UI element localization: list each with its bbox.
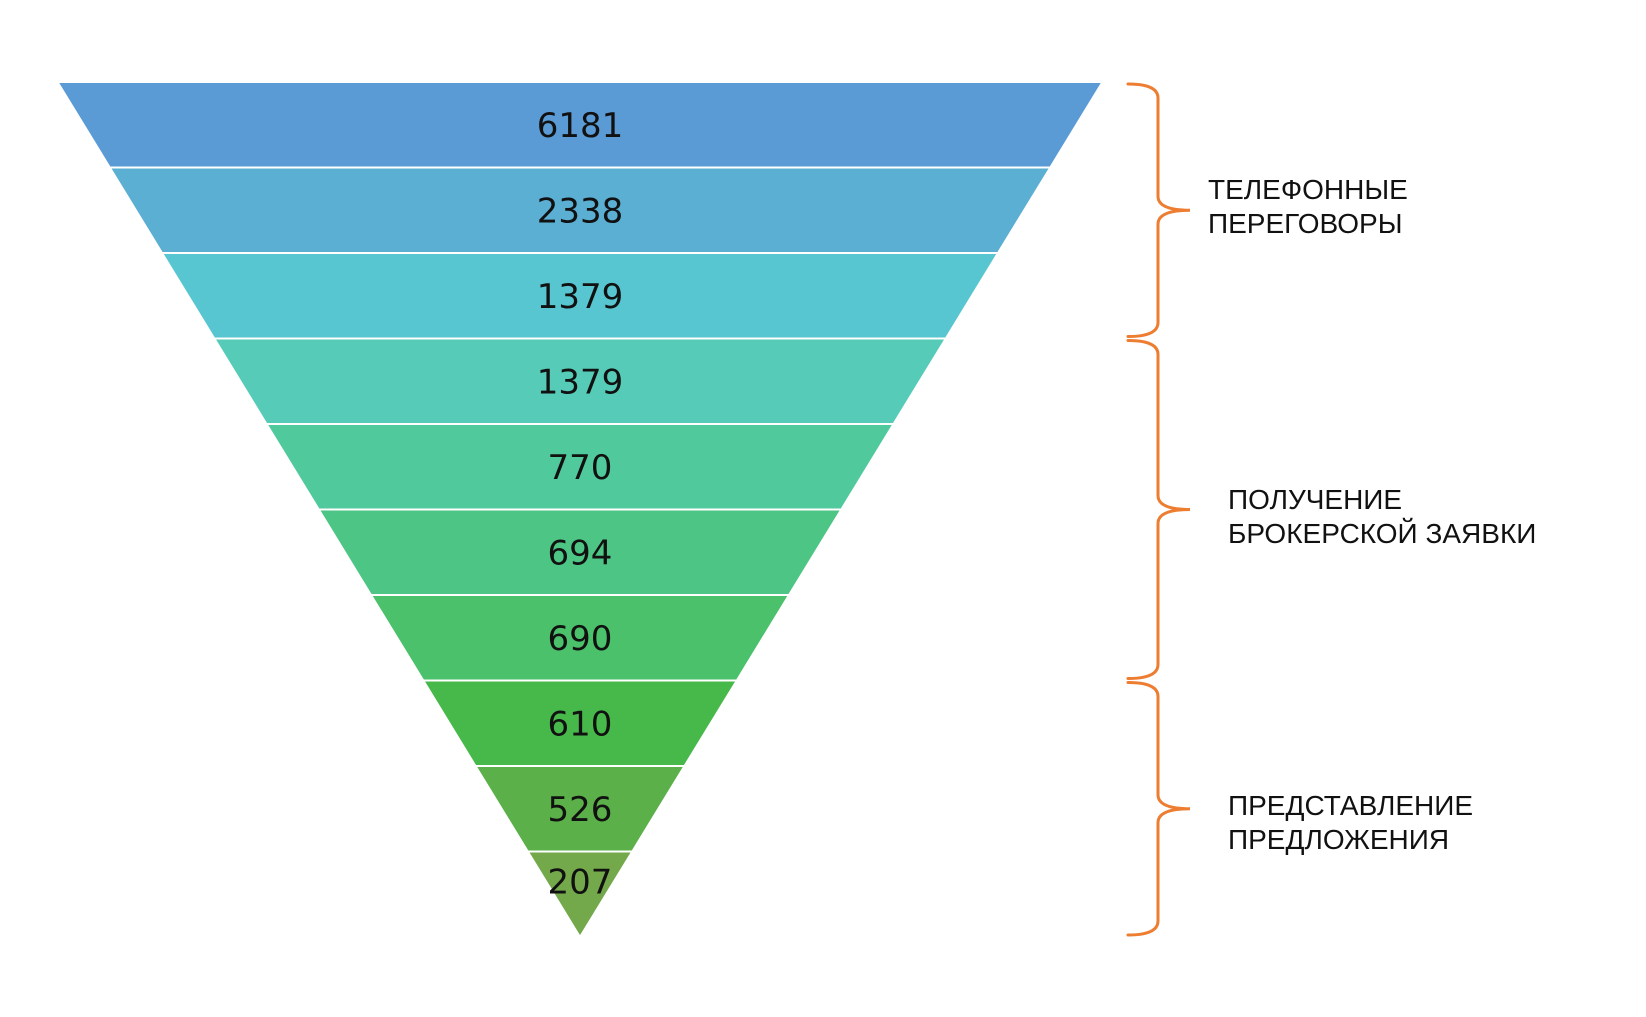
stage-value-label: 2338 bbox=[537, 191, 624, 231]
stage-value-label: 1379 bbox=[537, 362, 624, 402]
group-label-line: ПРЕДСТАВЛЕНИЕ bbox=[1228, 790, 1474, 821]
stage-value-label: 6181 bbox=[537, 106, 624, 146]
group-label-line: ПРЕДЛОЖЕНИЯ bbox=[1228, 824, 1450, 855]
group-brackets bbox=[1126, 82, 1191, 937]
group-bracket-3 bbox=[1126, 681, 1191, 937]
funnel-stage-10 bbox=[526, 850, 635, 939]
group-label-offer-presentation: ПРЕДСТАВЛЕНИЕ ПРЕДЛОЖЕНИЯ bbox=[1228, 789, 1473, 857]
group-label-phone-calls: ТЕЛЕФОННЫЕ ПЕРЕГОВОРЫ bbox=[1208, 173, 1408, 241]
group-label-line: ПОЛУЧЕНИЕ bbox=[1228, 484, 1403, 515]
stage-value-label: 770 bbox=[548, 448, 613, 488]
stage-value-label: 207 bbox=[548, 863, 613, 903]
stage-value-label: 610 bbox=[548, 704, 613, 744]
group-bracket-1 bbox=[1126, 82, 1191, 338]
stage-value-label: 694 bbox=[548, 533, 613, 573]
group-bracket-2 bbox=[1126, 339, 1191, 680]
group-label-broker-request: ПОЛУЧЕНИЕ БРОКЕРСКОЙ ЗАЯВКИ bbox=[1228, 483, 1536, 551]
group-label-line: ТЕЛЕФОННЫЕ bbox=[1208, 174, 1408, 205]
stage-value-label: 690 bbox=[548, 619, 613, 659]
group-label-line: ПЕРЕГОВОРЫ bbox=[1208, 208, 1403, 239]
stage-value-label: 526 bbox=[548, 790, 613, 830]
funnel-stages: 6181 2338 1379 1379 770 694 690 610 526 207 bbox=[55, 81, 1105, 939]
group-label-line: БРОКЕРСКОЙ ЗАЯВКИ bbox=[1228, 518, 1537, 549]
stage-value-label: 1379 bbox=[537, 277, 624, 317]
